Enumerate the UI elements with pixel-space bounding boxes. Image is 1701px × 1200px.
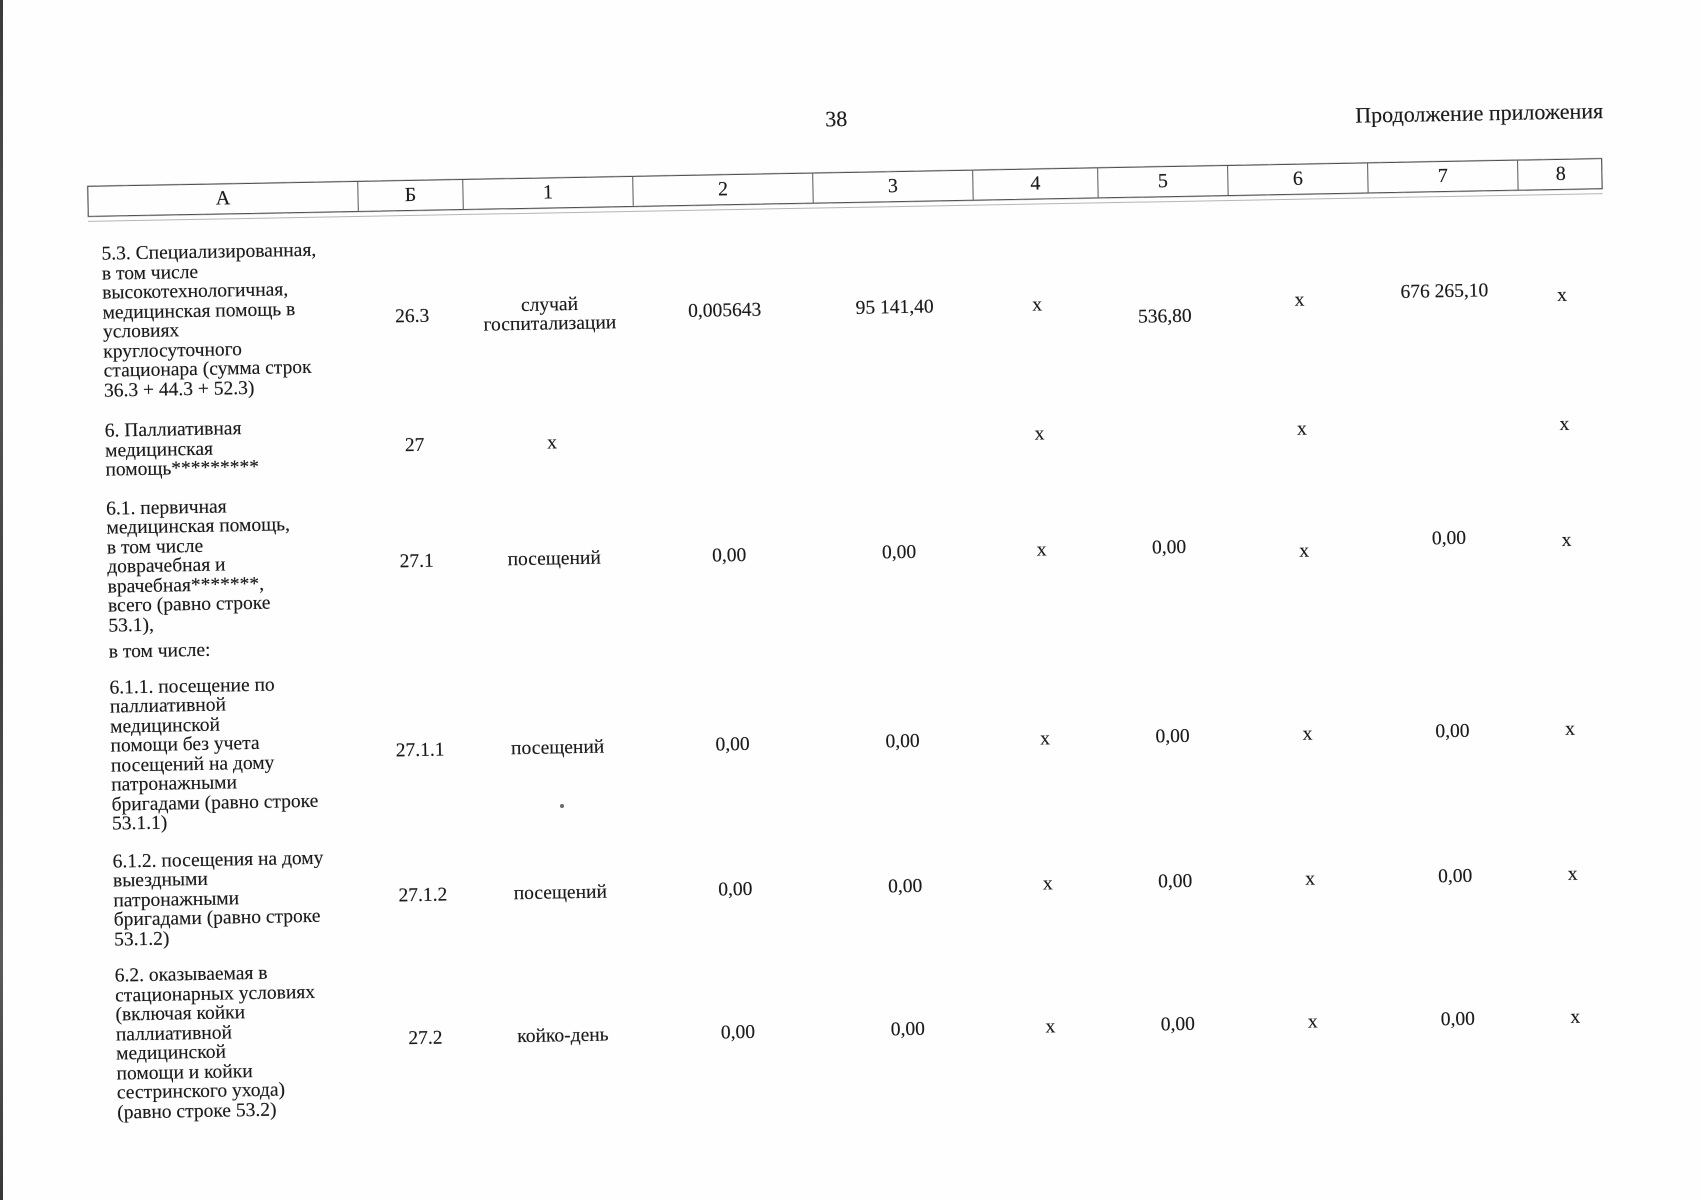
value-cell: 27.1 [399,550,434,573]
value-cell [1102,430,1232,432]
value-cell: 0,00 [1157,870,1193,892]
row-label-cell: 6.1.2. посещения на дому выездными патро… [112,847,324,951]
value-cell: 0,00 [1160,1014,1196,1036]
column-header-cell: 7 [1368,160,1519,193]
value-cell: 27.2 [408,1027,443,1050]
value-cell [1376,626,1526,629]
value-cell: х [1042,872,1053,895]
value-cell: посещений [507,547,601,571]
value-cell [1526,625,1611,627]
value-cell: койко-день [517,1024,609,1048]
value-cell: 27 [404,434,425,456]
value-cell: 26.3 [394,305,430,328]
value-cell [637,438,817,441]
value-cell [366,646,471,648]
value-cell: случай госпитализации [483,293,617,336]
column-header-cell: 3 [813,170,974,203]
table-body: 5.3. Специализированная, в том числе выс… [88,217,1619,1123]
value-cell: 0,00 [887,875,923,897]
value-cell [817,435,977,438]
value-cell: 0,00 [720,1022,756,1044]
value-cell: х [1040,728,1051,750]
value-cell [981,634,1106,636]
value-cell [1106,632,1236,634]
value-cell: х [1034,422,1045,445]
value-cell: 0,00 [1155,725,1190,748]
value-cell: х [1567,863,1578,885]
table: А Б 1 2 3 4 5 6 7 8 5.3. Специализирован… [87,158,1619,1123]
value-cell: 676 265,10 [1400,280,1489,304]
value-cell: 0,00 [890,1018,926,1041]
scan-speck [560,804,564,808]
value-cell: х [1564,718,1576,740]
value-cell: 27.1.1 [395,739,445,762]
column-header-cell: 8 [1555,162,1567,185]
value-cell [1372,425,1522,428]
page-number: 38 [824,105,848,132]
value-cell: х [1032,294,1043,316]
value-cell: посещений [510,736,605,759]
value-cell: 0,00 [715,733,750,756]
column-header-cell: 6 [1228,163,1369,195]
value-cell: 0,00 [1431,527,1467,550]
column-header-cell: 2 [633,173,814,206]
column-header-cell: А [88,181,359,216]
value-cell: х [1307,1011,1318,1033]
value-cell [471,643,641,646]
value-cell: х [1302,723,1313,745]
value-cell: 0,005643 [687,299,762,323]
value-cell: 536,80 [1137,305,1192,328]
value-cell: х [1556,285,1568,307]
value-cell: х [1305,868,1316,890]
table-row: 6.1. первичная медицинская помощь, в том… [93,472,1610,636]
value-cell: 0,00 [885,730,920,753]
row-label-cell: в том числе: [108,639,211,663]
value-cell: х [1299,540,1310,562]
value-cell: 27.1.2 [398,883,448,906]
table-row: 5.3. Специализированная, в том числе выс… [88,217,1606,401]
table-row: 6.1.1. посещение по паллиативной медицин… [96,651,1614,835]
scan-edge-artifact [0,0,3,1200]
column-header-cell: 4 [973,168,1099,200]
value-cell: х [1294,289,1305,312]
value-cell: посещений [513,881,608,904]
row-label-cell: 6. Паллиативная медицинская помощь******… [104,418,260,481]
table-header-row: А Б 1 2 3 4 5 6 7 8 [87,158,1603,217]
value-cell: 0,00 [1440,1008,1476,1031]
column-header-cell: 5 [1098,165,1229,198]
continuation-label: Продолжение приложения [1355,98,1604,128]
value-cell: 0,00 [1437,865,1473,887]
value-cell: х [1036,539,1047,561]
value-cell: х [546,431,558,454]
value-cell: 0,00 [711,544,747,567]
column-header-cell: 1 [463,176,634,210]
value-cell: х [1296,418,1308,440]
value-cell [821,636,981,639]
value-cell: х [1045,1016,1056,1038]
row-label-cell: 6.1.1. посещение по паллиативной медицин… [109,674,319,835]
value-cell: х [1561,529,1572,551]
value-cell: 0,00 [881,541,917,564]
value-cell: 0,00 [1435,720,1470,743]
row-label-cell: 5.3. Специализированная, в том числе выс… [101,239,317,402]
row-label-cell: 6.2. оказываемая в стационарных условиях… [114,962,316,1124]
column-header-cell: Б [358,180,464,211]
value-cell [641,639,821,642]
row-label-cell: 6.1. первичная медицинская помощь, в том… [106,495,291,637]
value-cell [1236,629,1376,632]
value-cell: х [1559,413,1570,435]
value-cell: х [1570,1006,1581,1029]
table-row: 6. Паллиативная медицинская помощь******… [92,394,1608,480]
table-row: 6.2. оказываемая в стационарных условиях… [102,939,1620,1123]
value-cell: 0,00 [718,878,753,900]
value-cell: 0,00 [1151,536,1187,559]
value-cell: 95 141,40 [855,296,934,320]
table-row: 6.1.2. посещения на дому выездными патро… [99,825,1616,950]
